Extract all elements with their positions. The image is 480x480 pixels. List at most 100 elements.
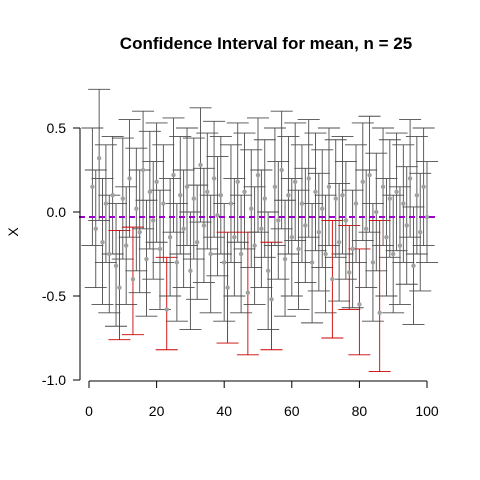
sample-mean-point — [272, 184, 278, 189]
sample-mean-point — [424, 214, 430, 220]
interval-100 — [416, 161, 438, 263]
sample-mean-point — [397, 243, 403, 248]
sample-mean-point — [363, 226, 369, 231]
sample-mean-point — [394, 189, 399, 195]
sample-mean-point — [279, 167, 284, 173]
sample-mean-point — [151, 218, 156, 223]
sample-mean-point — [205, 189, 210, 195]
sample-mean-point — [265, 268, 271, 273]
x-tick-label: 0 — [85, 403, 93, 419]
sample-mean-point — [377, 310, 382, 315]
sample-mean-point — [242, 189, 247, 195]
sample-mean-point — [154, 179, 159, 184]
sample-mean-point — [178, 193, 183, 198]
sample-mean-point — [292, 179, 298, 184]
interval-3 — [88, 88, 111, 221]
interval-80 — [348, 248, 371, 356]
sample-mean-point — [215, 213, 220, 218]
sample-mean-point — [303, 223, 308, 228]
sample-mean-point — [320, 206, 325, 211]
sample-mean-point — [103, 201, 109, 206]
interval-77 — [338, 224, 361, 310]
sample-mean-point — [235, 179, 240, 184]
sample-mean-point — [117, 285, 122, 290]
sample-mean-point — [201, 223, 207, 228]
y-tick-label: -0.5 — [42, 288, 66, 304]
sample-mean-point — [350, 246, 355, 252]
sample-mean-point — [323, 251, 328, 257]
sample-mean-point — [296, 246, 301, 252]
sample-mean-point — [336, 240, 342, 245]
interval-23 — [155, 256, 178, 351]
sample-mean-point — [299, 201, 305, 206]
sample-mean-point — [370, 260, 376, 265]
x-axis: 0 20 40 60 80 100 — [85, 380, 439, 419]
sample-mean-point — [238, 251, 244, 257]
sample-mean-point — [130, 277, 136, 282]
sample-mean-point — [167, 235, 173, 240]
sample-mean-point — [134, 206, 139, 211]
y-axis-label: X — [5, 227, 21, 237]
sample-mean-point — [387, 196, 393, 201]
sample-mean-point — [123, 243, 129, 248]
sample-mean-point — [225, 285, 230, 290]
sample-mean-point — [286, 193, 291, 198]
sample-mean-point — [357, 302, 362, 307]
sample-mean-point — [414, 193, 420, 198]
sample-mean-point — [222, 260, 227, 265]
sample-mean-point — [184, 184, 190, 189]
y-axis: -1.0 -0.5 0.0 0.5 — [42, 120, 81, 388]
sample-mean-point — [391, 251, 396, 257]
sample-mean-point — [330, 277, 335, 282]
sample-mean-point — [418, 229, 423, 235]
sample-mean-point — [411, 263, 416, 268]
sample-mean-point — [374, 209, 379, 215]
sample-mean-point — [120, 196, 126, 201]
sample-mean-point — [137, 229, 142, 235]
y-tick-label: 0.0 — [47, 204, 67, 220]
sample-mean-point — [245, 290, 251, 295]
sample-mean-point — [208, 251, 213, 257]
sample-mean-point — [252, 243, 257, 248]
sample-mean-point — [360, 179, 365, 184]
sample-mean-point — [113, 263, 119, 268]
sample-mean-point — [96, 156, 102, 161]
sample-mean-point — [198, 162, 203, 168]
sample-mean-point — [164, 307, 169, 312]
sample-mean-point — [100, 240, 105, 245]
sample-mean-point — [107, 251, 112, 257]
sample-mean-point — [194, 240, 200, 245]
sample-mean-point — [316, 229, 322, 235]
sample-mean-point — [218, 193, 224, 198]
x-tick-label: 80 — [352, 403, 368, 419]
sample-mean-point — [347, 270, 352, 275]
y-tick-label: 0.5 — [47, 120, 67, 136]
sample-mean-point — [228, 201, 234, 206]
x-tick-label: 40 — [216, 403, 232, 419]
sample-mean-point — [289, 235, 294, 240]
points-layer — [90, 156, 430, 315]
sample-mean-point — [380, 184, 386, 189]
sample-mean-point — [249, 206, 254, 211]
sample-mean-point — [259, 226, 264, 231]
sample-mean-point — [333, 196, 338, 201]
sample-mean-point — [93, 226, 98, 231]
sample-mean-point — [110, 193, 115, 198]
sample-mean-point — [367, 172, 372, 178]
x-tick-label: 60 — [284, 403, 300, 419]
sample-mean-point — [353, 201, 359, 206]
sample-mean-point — [171, 172, 176, 178]
sample-mean-point — [407, 176, 413, 181]
sample-mean-point — [191, 196, 196, 201]
sample-mean-point — [282, 256, 288, 262]
sample-mean-point — [306, 176, 311, 181]
sample-mean-point — [161, 201, 166, 206]
sample-mean-point — [421, 184, 426, 189]
sample-mean-point — [384, 235, 389, 240]
sample-mean-point — [147, 189, 153, 195]
sample-mean-point — [181, 226, 186, 231]
sample-mean-point — [276, 218, 281, 223]
sample-mean-point — [401, 201, 406, 206]
sample-mean-point — [90, 184, 95, 189]
